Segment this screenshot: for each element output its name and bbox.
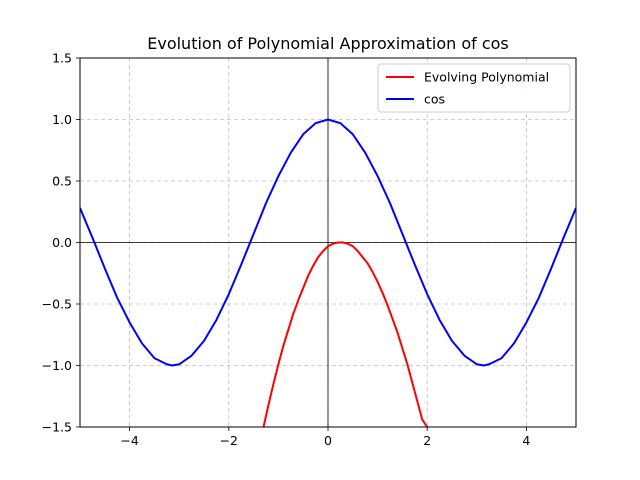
series-line-1 bbox=[80, 118, 576, 367]
series-lines bbox=[80, 118, 576, 427]
y-axis-ticks: −1.5 −1.0 −0.5 0.0 0.5 1.0 1.5 bbox=[42, 51, 80, 435]
x-tick-label: 0 bbox=[324, 433, 332, 448]
x-tick-label: −2 bbox=[220, 433, 238, 448]
x-axis-ticks: −4 −2 0 2 4 bbox=[120, 427, 530, 448]
y-tick-label: 0.0 bbox=[52, 235, 72, 250]
legend-box bbox=[377, 63, 571, 113]
y-tick-label: 0.5 bbox=[52, 174, 72, 189]
zero-axis-lines bbox=[80, 58, 576, 427]
y-tick-label: −1.0 bbox=[42, 358, 72, 373]
y-tick-label: 1.0 bbox=[52, 112, 72, 127]
y-tick-label: −0.5 bbox=[42, 297, 72, 312]
y-tick-label: 1.5 bbox=[52, 51, 72, 66]
chart-title: Evolution of Polynomial Approximation of… bbox=[147, 34, 509, 53]
x-tick-label: −4 bbox=[120, 433, 138, 448]
legend-label-0: Evolving Polynomial bbox=[424, 70, 549, 85]
x-tick-label: 2 bbox=[423, 433, 431, 448]
series-line-0 bbox=[262, 241, 429, 427]
legend-label-1: cos bbox=[424, 92, 445, 107]
y-tick-label: −1.5 bbox=[42, 420, 72, 435]
x-tick-label: 4 bbox=[522, 433, 530, 448]
legend: Evolving Polynomial cos bbox=[377, 63, 571, 113]
